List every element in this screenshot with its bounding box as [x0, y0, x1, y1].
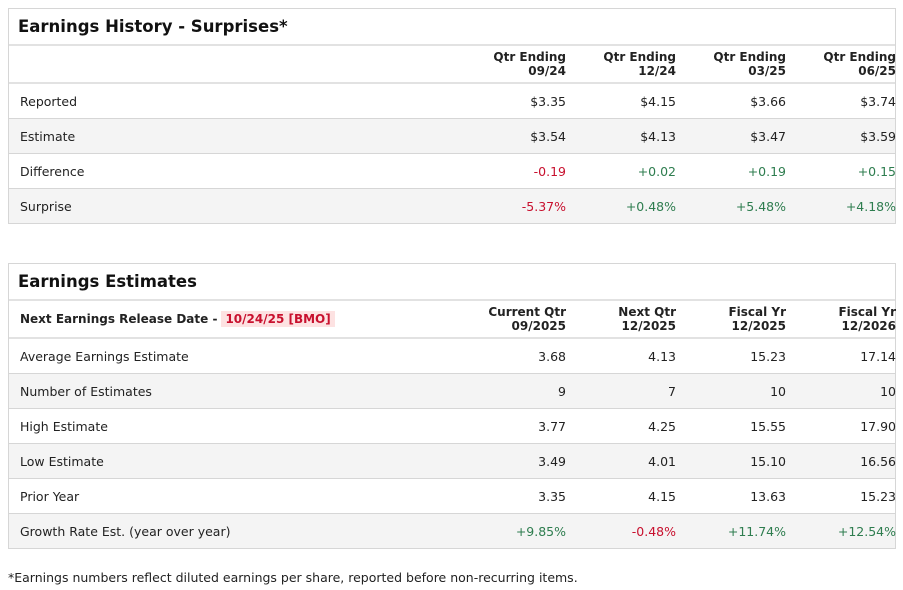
row-label: Number of Estimates: [20, 383, 152, 399]
column-header-line: Qtr Ending: [713, 50, 786, 64]
column-header-line: 12/2026: [841, 319, 896, 333]
column-header-line: Qtr Ending: [603, 50, 676, 64]
table-row: Growth Rate Est. (year over year) +9.85% -…: [9, 514, 896, 549]
cell-value: +4.18%: [845, 198, 896, 214]
cell-value: 10: [880, 383, 896, 399]
cell-value: +12.54%: [837, 523, 896, 539]
row-label: Average Earnings Estimate: [20, 348, 189, 364]
cell-value: -5.37%: [521, 198, 566, 214]
column-header: Qtr Ending 09/24: [456, 50, 566, 78]
cell-value: 3.77: [538, 418, 566, 434]
column-header: Qtr Ending 03/25: [676, 50, 786, 78]
table-header: Next Earnings Release Date -10/24/25 [BM…: [9, 301, 896, 339]
release-label: Next Earnings Release Date -: [20, 312, 218, 326]
cell-value: $3.54: [530, 128, 566, 144]
table-row: Average Earnings Estimate 3.68 4.13 15.23 17…: [9, 339, 896, 374]
footnote: *Earnings numbers reflect diluted earnin…: [8, 570, 578, 585]
cell-value: $4.13: [640, 128, 676, 144]
row-label: Low Estimate: [20, 453, 104, 469]
table-row: Estimate $3.54 $4.13 $3.47 $3.59: [9, 119, 896, 154]
cell-value: $3.35: [530, 93, 566, 109]
cell-value: 3.49: [538, 453, 566, 469]
row-label: High Estimate: [20, 418, 108, 434]
row-label: Surprise: [20, 198, 72, 214]
cell-value: 7: [668, 383, 676, 399]
cell-value: 4.13: [648, 348, 676, 364]
cell-value: $3.47: [750, 128, 786, 144]
table-row: Low Estimate 3.49 4.01 15.10 16.56: [9, 444, 896, 479]
cell-value: +0.15: [857, 163, 896, 179]
cell-value: -0.48%: [631, 523, 676, 539]
column-header: Fiscal Yr 12/2025: [676, 305, 786, 333]
column-header: Qtr Ending 06/25: [786, 50, 896, 78]
cell-value: $3.66: [750, 93, 786, 109]
cell-value: 4.15: [648, 488, 676, 504]
column-header-line: Fiscal Yr: [838, 305, 896, 319]
table-row: High Estimate 3.77 4.25 15.55 17.90: [9, 409, 896, 444]
cell-value: $3.59: [860, 128, 896, 144]
column-header-line: Current Qtr: [488, 305, 566, 319]
column-header: Qtr Ending 12/24: [566, 50, 676, 78]
row-label: Growth Rate Est. (year over year): [20, 523, 231, 539]
cell-value: $4.15: [640, 93, 676, 109]
cell-value: 16.56: [860, 453, 896, 469]
release-date-badge: 10/24/25 [BMO]: [221, 311, 335, 327]
earnings-estimates-table: Earnings Estimates Next Earnings Release…: [8, 263, 896, 549]
cell-value: 17.14: [860, 348, 896, 364]
row-label: Estimate: [20, 128, 76, 144]
column-header-line: Qtr Ending: [823, 50, 896, 64]
column-header-line: Next Qtr: [618, 305, 676, 319]
cell-value: +0.19: [747, 163, 786, 179]
cell-value: +11.74%: [727, 523, 786, 539]
cell-value: 13.63: [750, 488, 786, 504]
cell-value: +9.85%: [515, 523, 566, 539]
column-header-line: 12/2025: [621, 319, 676, 333]
column-header-line: 03/25: [748, 64, 786, 78]
cell-value: 17.90: [860, 418, 896, 434]
cell-value: 15.10: [750, 453, 786, 469]
row-label: Reported: [20, 93, 78, 109]
column-header-line: Qtr Ending: [493, 50, 566, 64]
cell-value: 15.23: [860, 488, 896, 504]
column-header: Next Qtr 12/2025: [566, 305, 676, 333]
column-header-line: 12/24: [638, 64, 676, 78]
column-header: Fiscal Yr 12/2026: [786, 305, 896, 333]
column-header-line: 06/25: [858, 64, 896, 78]
table-row: Surprise -5.37% +0.48% +5.48% +4.18%: [9, 189, 896, 224]
column-header: Current Qtr 09/2025: [456, 305, 566, 333]
cell-value: 4.01: [648, 453, 676, 469]
table-row: Difference -0.19 +0.02 +0.19 +0.15: [9, 154, 896, 189]
cell-value: +5.48%: [735, 198, 786, 214]
cell-value: 3.35: [538, 488, 566, 504]
table-row: Reported $3.35 $4.15 $3.66 $3.74: [9, 84, 896, 119]
earnings-history-title: Earnings History - Surprises*: [9, 9, 895, 46]
cell-value: +0.02: [637, 163, 676, 179]
cell-value: -0.19: [533, 163, 566, 179]
cell-value: 15.23: [750, 348, 786, 364]
earnings-estimates-title: Earnings Estimates: [9, 264, 895, 301]
cell-value: +0.48%: [625, 198, 676, 214]
next-release: Next Earnings Release Date -10/24/25 [BM…: [9, 311, 456, 327]
column-header-line: 12/2025: [731, 319, 786, 333]
cell-value: 9: [558, 383, 566, 399]
table-row: Number of Estimates 9 7 10 10: [9, 374, 896, 409]
column-header-line: Fiscal Yr: [728, 305, 786, 319]
table-row: Prior Year 3.35 4.15 13.63 15.23: [9, 479, 896, 514]
row-label: Prior Year: [20, 488, 80, 504]
cell-value: 15.55: [750, 418, 786, 434]
cell-value: $3.74: [860, 93, 896, 109]
earnings-history-table: Earnings History - Surprises* Qtr Ending…: [8, 8, 896, 224]
cell-value: 3.68: [538, 348, 566, 364]
row-label: Difference: [20, 163, 85, 179]
cell-value: 4.25: [648, 418, 676, 434]
table-header: Qtr Ending 09/24 Qtr Ending 12/24 Qtr Ending…: [9, 46, 896, 84]
column-header-line: 09/2025: [511, 319, 566, 333]
column-header-line: 09/24: [528, 64, 566, 78]
cell-value: 10: [770, 383, 786, 399]
